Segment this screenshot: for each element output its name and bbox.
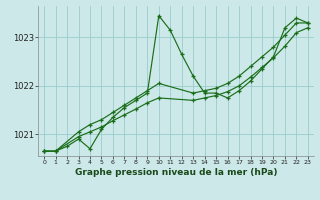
X-axis label: Graphe pression niveau de la mer (hPa): Graphe pression niveau de la mer (hPa) <box>75 168 277 177</box>
